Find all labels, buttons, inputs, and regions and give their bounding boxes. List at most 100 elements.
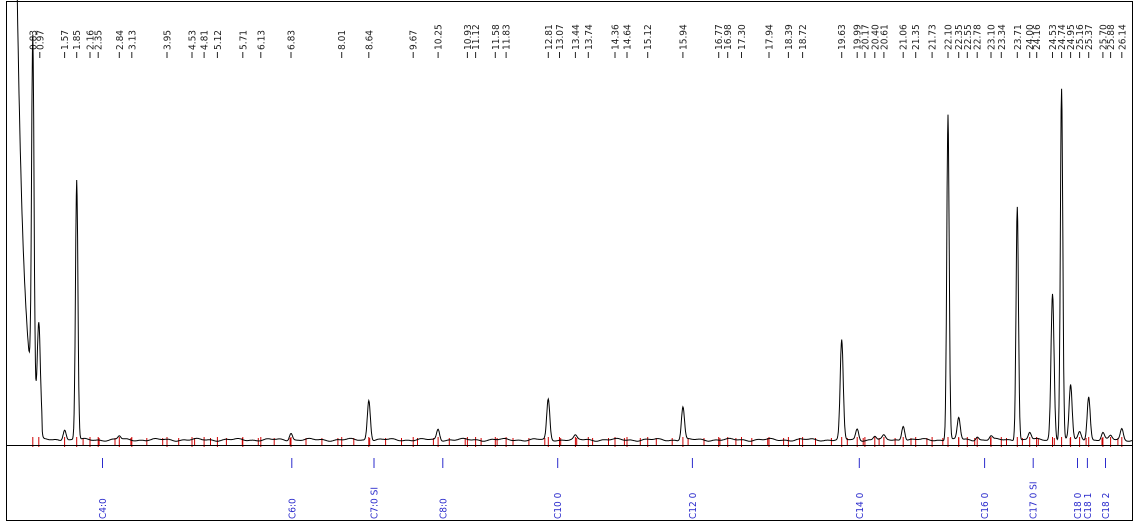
- rt-label-text: 17.94: [765, 24, 776, 50]
- rt-label-text: 8.64: [364, 30, 375, 50]
- rt-label-text: 15.94: [678, 24, 689, 50]
- rt-label: 22.35: [954, 24, 965, 58]
- rt-label: 20.61: [879, 24, 890, 58]
- rt-label-text: 5.71: [238, 30, 249, 50]
- rt-label: 10.93: [463, 24, 474, 58]
- rt-label: 24.16: [1032, 24, 1043, 58]
- rt-label-text: 21.06: [899, 24, 910, 50]
- rt-label: 8.01: [337, 30, 348, 58]
- rt-label: 17.30: [737, 24, 748, 58]
- rt-label-text: 13.44: [571, 24, 582, 50]
- compound-label: C18 0: [1073, 492, 1084, 519]
- rt-label: 23.34: [997, 24, 1008, 58]
- rt-label: 21.73: [928, 24, 939, 58]
- compound-marker: C16 0: [980, 492, 991, 519]
- rt-label: 21.06: [899, 24, 910, 58]
- rt-label-text: 20.17: [860, 24, 871, 50]
- rt-label-text: 14.36: [611, 24, 622, 50]
- compound-label: C7:0 SI: [370, 487, 381, 519]
- compound-marker: C17 0 SI: [1029, 481, 1040, 519]
- rt-label-text: 21.35: [911, 24, 922, 50]
- rt-label: 15.94: [678, 24, 689, 58]
- rt-label: 23.10: [987, 24, 998, 58]
- rt-label-text: 21.73: [928, 24, 939, 50]
- rt-label: 11.12: [471, 24, 482, 58]
- rt-label-text: 19.99: [853, 24, 864, 50]
- compound-label: C17 0 SI: [1029, 481, 1040, 519]
- rt-label-text: 24.00: [1025, 24, 1036, 50]
- rt-label: 21.35: [911, 24, 922, 58]
- rt-label: 5.12: [213, 30, 224, 58]
- rt-label-text: 17.30: [737, 24, 748, 50]
- rt-label: 16.77: [714, 24, 725, 58]
- rt-label: 13.44: [571, 24, 582, 58]
- rt-label-text: 6.13: [256, 30, 267, 50]
- rt-label-text: 23.10: [987, 24, 998, 50]
- rt-label-text: 24.95: [1066, 24, 1077, 50]
- rt-label-text: 1.85: [72, 30, 83, 50]
- compound-marker: C18 0: [1073, 492, 1084, 519]
- rt-label: 2.16: [86, 30, 97, 58]
- rt-label: 6.83: [287, 30, 298, 58]
- rt-label: 25.16: [1075, 24, 1086, 58]
- rt-label: 20.17: [860, 24, 871, 58]
- compound-marker: C8:0: [438, 498, 449, 519]
- rt-label-text: 3.95: [163, 30, 174, 50]
- rt-label: 1.85: [72, 30, 83, 58]
- rt-label: 4.81: [200, 30, 211, 58]
- rt-label: 25.88: [1106, 24, 1117, 58]
- rt-label-text: 0.97: [35, 30, 46, 50]
- retention-time-labels: 0.830.97 1.57 1.85 2.162.35 2.84 3.13 3.95 4.53…: [28, 24, 1128, 58]
- rt-label-text: 23.71: [1013, 24, 1024, 50]
- rt-label-text: 8.01: [337, 30, 348, 50]
- compound-marker: C10 0: [553, 492, 564, 519]
- rt-label-text: 22.55: [963, 24, 974, 50]
- rt-label-text: 2.16: [86, 30, 97, 50]
- rt-label: 24.95: [1066, 24, 1077, 58]
- rt-label: 3.95: [163, 30, 174, 58]
- rt-label: 14.36: [611, 24, 622, 58]
- rt-label-text: 9.67: [409, 30, 420, 50]
- compound-marker: C18 2: [1101, 493, 1112, 519]
- rt-label-text: 24.53: [1048, 24, 1059, 50]
- rt-label: 24.74: [1057, 24, 1068, 58]
- rt-label-text: 24.16: [1032, 24, 1043, 50]
- compound-markers: C4:0 C6:0 C7:0 SI C8:0 C10 0 C12 0 C14 0 C16 0 C…: [98, 458, 1112, 519]
- plot-frame: [6, 1, 1133, 521]
- rt-label: 20.40: [870, 24, 881, 58]
- rt-label-text: 11.83: [502, 24, 513, 50]
- rt-label-text: 26.14: [1117, 24, 1128, 50]
- rt-label: 2.84: [115, 30, 126, 58]
- rt-label: 22.78: [973, 24, 984, 58]
- rt-label-text: 3.13: [127, 30, 138, 50]
- compound-marker: C4:0: [98, 498, 109, 519]
- rt-label-text: 10.25: [434, 24, 445, 50]
- rt-label: 3.13: [127, 30, 138, 58]
- rt-label-text: 1.57: [60, 30, 71, 50]
- rt-label: 5.71: [238, 30, 249, 58]
- rt-label-text: 12.81: [544, 24, 555, 50]
- rt-label: 25.37: [1084, 24, 1095, 58]
- rt-label: 14.64: [623, 24, 634, 58]
- rt-label: 17.94: [765, 24, 776, 58]
- rt-label: 24.00: [1025, 24, 1036, 58]
- rt-label-text: 19.63: [837, 24, 848, 50]
- rt-label-text: 5.12: [213, 30, 224, 50]
- rt-label: 9.67: [409, 30, 420, 58]
- compound-marker: C14 0: [855, 492, 866, 519]
- rt-label-text: 10.93: [463, 24, 474, 50]
- rt-label-text: 24.74: [1057, 24, 1068, 50]
- compound-marker: C12 0: [688, 492, 699, 519]
- rt-label: 22.55: [963, 24, 974, 58]
- compound-label: C18 2: [1101, 493, 1112, 519]
- rt-label: 24.53: [1048, 24, 1059, 58]
- rt-label-text: 16.77: [714, 24, 725, 50]
- rt-label: 8.64: [364, 30, 375, 58]
- rt-label-text: 20.40: [870, 24, 881, 50]
- compound-label: C4:0: [98, 498, 109, 519]
- rt-label: 1.57: [60, 30, 71, 58]
- rt-label: 19.99: [853, 24, 864, 58]
- rt-label-text: 13.07: [555, 24, 566, 50]
- rt-label-text: 11.58: [491, 24, 502, 50]
